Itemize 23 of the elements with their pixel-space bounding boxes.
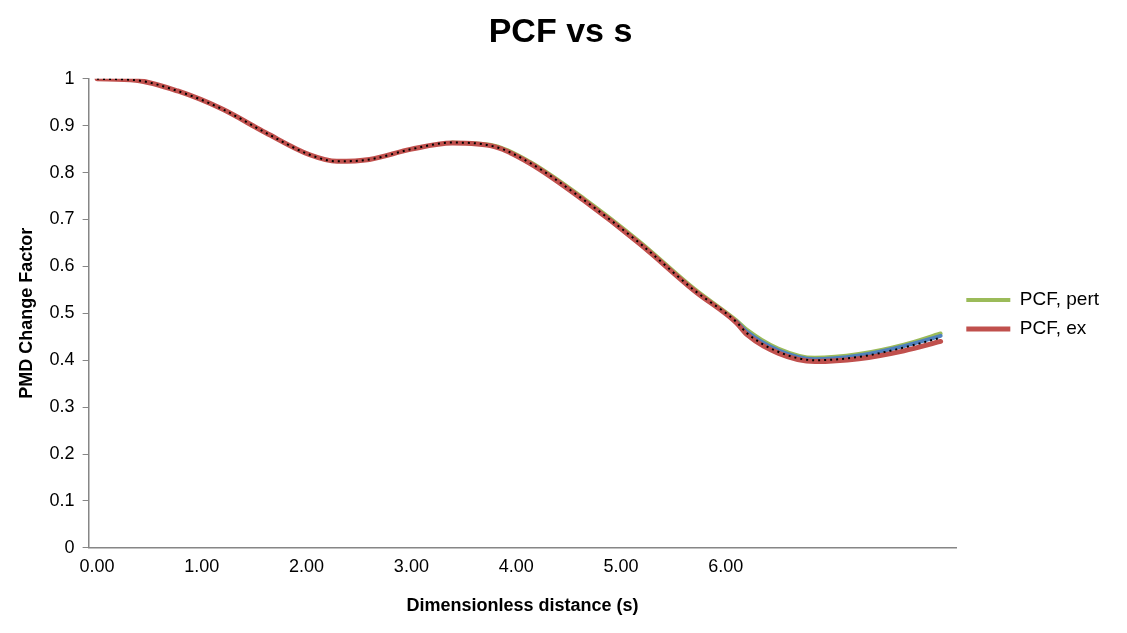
x-tick-label: 4.00 xyxy=(498,555,534,576)
x-tick-label: 5.00 xyxy=(603,555,639,576)
y-tick-label: 0.9 xyxy=(49,114,75,135)
y-tick-label: 0.3 xyxy=(49,396,75,417)
x-tick-label: 2.00 xyxy=(289,555,325,576)
y-tick-label: 0.1 xyxy=(49,489,75,510)
y-tick-label: 1 xyxy=(64,67,75,88)
x-tick-label: 6.00 xyxy=(708,555,744,576)
y-tick-label: 0.7 xyxy=(49,208,75,229)
y-tick-label: 0.6 xyxy=(49,255,75,276)
y-tick-label: 0.8 xyxy=(49,161,75,182)
x-tick-label: 0.00 xyxy=(79,555,115,576)
legend-label: PCF, ex xyxy=(1019,317,1087,339)
x-tick-label: 1.00 xyxy=(184,555,220,576)
x-axis-title: Dimensionless distance (s) xyxy=(406,595,639,616)
y-axis-title: PMD Change Factor xyxy=(15,227,36,399)
x-tick-label: 3.00 xyxy=(393,555,429,576)
y-tick-label: 0.2 xyxy=(49,442,75,463)
legend-label: PCF, pert xyxy=(1019,288,1100,310)
chart-title: PCF vs s xyxy=(488,10,633,49)
y-tick-label: 0.5 xyxy=(49,302,75,323)
y-tick-label: 0.4 xyxy=(49,349,75,370)
y-tick-label: 0 xyxy=(64,536,75,557)
